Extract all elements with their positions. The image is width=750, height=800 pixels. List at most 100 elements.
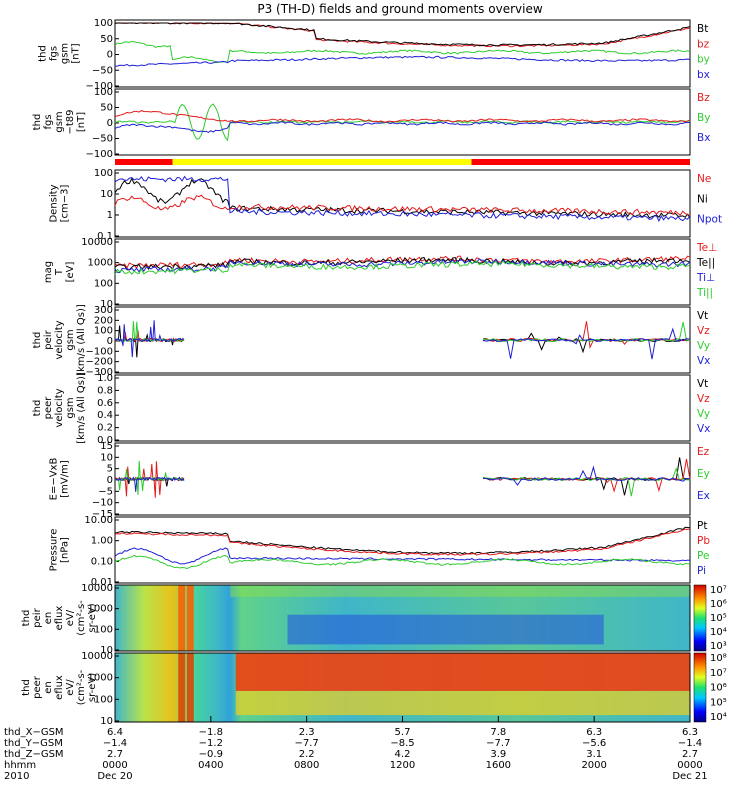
status-bar bbox=[114, 159, 691, 722]
y-axis-label: eflux bbox=[54, 675, 65, 700]
y-axis-label: fgs bbox=[49, 46, 60, 61]
y-tick-label: 0.1 bbox=[97, 231, 113, 242]
y-tick-label: 200 bbox=[94, 315, 113, 326]
legend-label: Vz bbox=[697, 393, 710, 405]
legend-label: bz bbox=[697, 38, 710, 50]
spectrogram-band bbox=[186, 585, 194, 651]
y-axis-label: gsm bbox=[65, 397, 76, 418]
series-line bbox=[114, 175, 691, 223]
y-tick-label: 10000 bbox=[81, 651, 113, 662]
series-line bbox=[114, 55, 691, 67]
y-axis-label: eflux bbox=[54, 606, 65, 631]
legend-label: Vx bbox=[697, 423, 710, 435]
y-axis-label: sr-eV) bbox=[87, 603, 98, 632]
y-axis-label: velocity bbox=[54, 388, 65, 427]
status-segment bbox=[115, 159, 173, 165]
orbit-value: 1200 bbox=[390, 760, 415, 771]
legend-label: Vy bbox=[697, 340, 710, 352]
series-line bbox=[114, 22, 691, 47]
y-axis-label: [nT] bbox=[76, 112, 87, 132]
figure-title: P3 (TH-D) fields and ground moments over… bbox=[257, 2, 542, 16]
y-axis-label: en bbox=[43, 681, 54, 694]
series-line bbox=[114, 554, 691, 570]
orbit-value: −7.7 bbox=[486, 738, 510, 749]
legend-label: Te|| bbox=[696, 257, 715, 269]
y-tick-label: 0.4 bbox=[97, 410, 113, 421]
y-axis-label: thd bbox=[21, 610, 32, 627]
y-tick-label: 10.00 bbox=[84, 515, 113, 526]
legend-label: Npot bbox=[697, 214, 722, 226]
y-tick-label: −15 bbox=[92, 509, 113, 520]
legend-label: Pe bbox=[697, 550, 709, 562]
series-line bbox=[114, 177, 691, 219]
colorbar-tick-label: 10⁴ bbox=[710, 627, 727, 638]
y-tick-label: 1.00 bbox=[91, 536, 113, 547]
panel-9: 10⁷ 10⁶ 10⁵ 10⁴ 10³ 10000 1000 100 10 thd peir en ef… bbox=[21, 583, 727, 656]
y-tick-label: 5 bbox=[107, 464, 113, 475]
orbit-row-label: 2010 bbox=[4, 771, 29, 782]
y-tick-label: −300 bbox=[86, 367, 113, 378]
y-axis-label: E=−VxB bbox=[49, 458, 60, 501]
spectrogram-band bbox=[178, 653, 186, 722]
orbit-value: 3.9 bbox=[490, 749, 506, 760]
orbit-value: Dec 20 bbox=[97, 771, 132, 782]
panel-1: 100 50 0 −50 −100 thd fgs gsm [nT] Bt bz by bx bbox=[38, 18, 710, 92]
series-line bbox=[114, 40, 691, 64]
y-tick-label: 10 bbox=[100, 716, 113, 727]
y-axis-label: peer bbox=[43, 396, 54, 420]
y-tick-label: −100 bbox=[86, 149, 113, 160]
legend-label: Te⊥ bbox=[696, 242, 717, 254]
colorbar-tick-label: 10⁵ bbox=[710, 613, 727, 624]
spectrogram-band bbox=[178, 585, 186, 651]
y-axis-label: thd bbox=[32, 114, 43, 131]
y-tick-label: 100 bbox=[94, 168, 113, 179]
colorbar-tick-label: 10⁴ bbox=[710, 712, 727, 723]
y-axis-label: eV/ bbox=[65, 609, 76, 626]
panel-2: 100 50 0 −50 −100 thd fgs gsm −t89 [nT] Bz By Bx bbox=[32, 87, 710, 160]
orbit-value: 2000 bbox=[581, 760, 606, 771]
orbit-value: 0000 bbox=[102, 760, 127, 771]
y-axis-label: en bbox=[43, 612, 54, 625]
panel-frame bbox=[114, 19, 691, 88]
spectrogram-band bbox=[235, 653, 690, 691]
y-axis-label: [mV/m] bbox=[60, 460, 71, 498]
y-axis-label: (cm²-s- bbox=[76, 600, 87, 636]
series-line bbox=[114, 260, 691, 275]
y-axis-label: [nT] bbox=[71, 43, 82, 63]
panel-10: 10⁸ 10⁷ 10⁶ 10⁵ 10⁴ 10000 1000 100 10 thd peer en ef… bbox=[21, 651, 727, 727]
series-line bbox=[482, 327, 691, 360]
y-tick-label: −200 bbox=[86, 357, 113, 368]
y-axis-label: thd bbox=[32, 332, 43, 349]
y-tick-label: 0 bbox=[107, 336, 113, 347]
y-axis-label: gsm bbox=[65, 329, 76, 350]
y-axis-label: Density bbox=[49, 184, 60, 222]
orbit-value: −1.8 bbox=[199, 727, 223, 738]
legend-label: Bz bbox=[697, 92, 710, 104]
series-line bbox=[482, 465, 691, 486]
legend-label: Pb bbox=[697, 535, 710, 547]
orbit-value: 0400 bbox=[198, 760, 223, 771]
spectrogram-band bbox=[186, 653, 194, 722]
legend-label: Ti⊥ bbox=[696, 272, 715, 284]
y-tick-label: −100 bbox=[86, 81, 113, 92]
y-axis-label: [eV] bbox=[65, 262, 76, 283]
y-tick-label: 300 bbox=[94, 305, 113, 316]
orbit-value: 3.1 bbox=[586, 749, 602, 760]
y-tick-label: 100 bbox=[94, 624, 113, 635]
colorbar-tick-label: 10⁶ bbox=[710, 683, 727, 694]
y-axis-label: [cm−3] bbox=[60, 185, 71, 223]
series-line bbox=[114, 528, 691, 556]
orbit-value: 1600 bbox=[486, 760, 511, 771]
panel-8: 10.00 1.00 0.10 0.01 Pressure [nPa] Pt Pb Pe Pi bbox=[49, 515, 711, 588]
legend-label: Bt bbox=[697, 23, 708, 35]
orbit-value: 7.8 bbox=[490, 727, 506, 738]
panel-frame bbox=[114, 169, 691, 238]
y-tick-label: 0.8 bbox=[97, 385, 113, 396]
y-axis-label: eV/ bbox=[65, 679, 76, 696]
y-tick-label: 0.10 bbox=[91, 556, 113, 567]
legend-label: By bbox=[697, 112, 710, 124]
orbit-value: 2.3 bbox=[299, 727, 315, 738]
y-axis-label: Pressure bbox=[49, 529, 60, 572]
